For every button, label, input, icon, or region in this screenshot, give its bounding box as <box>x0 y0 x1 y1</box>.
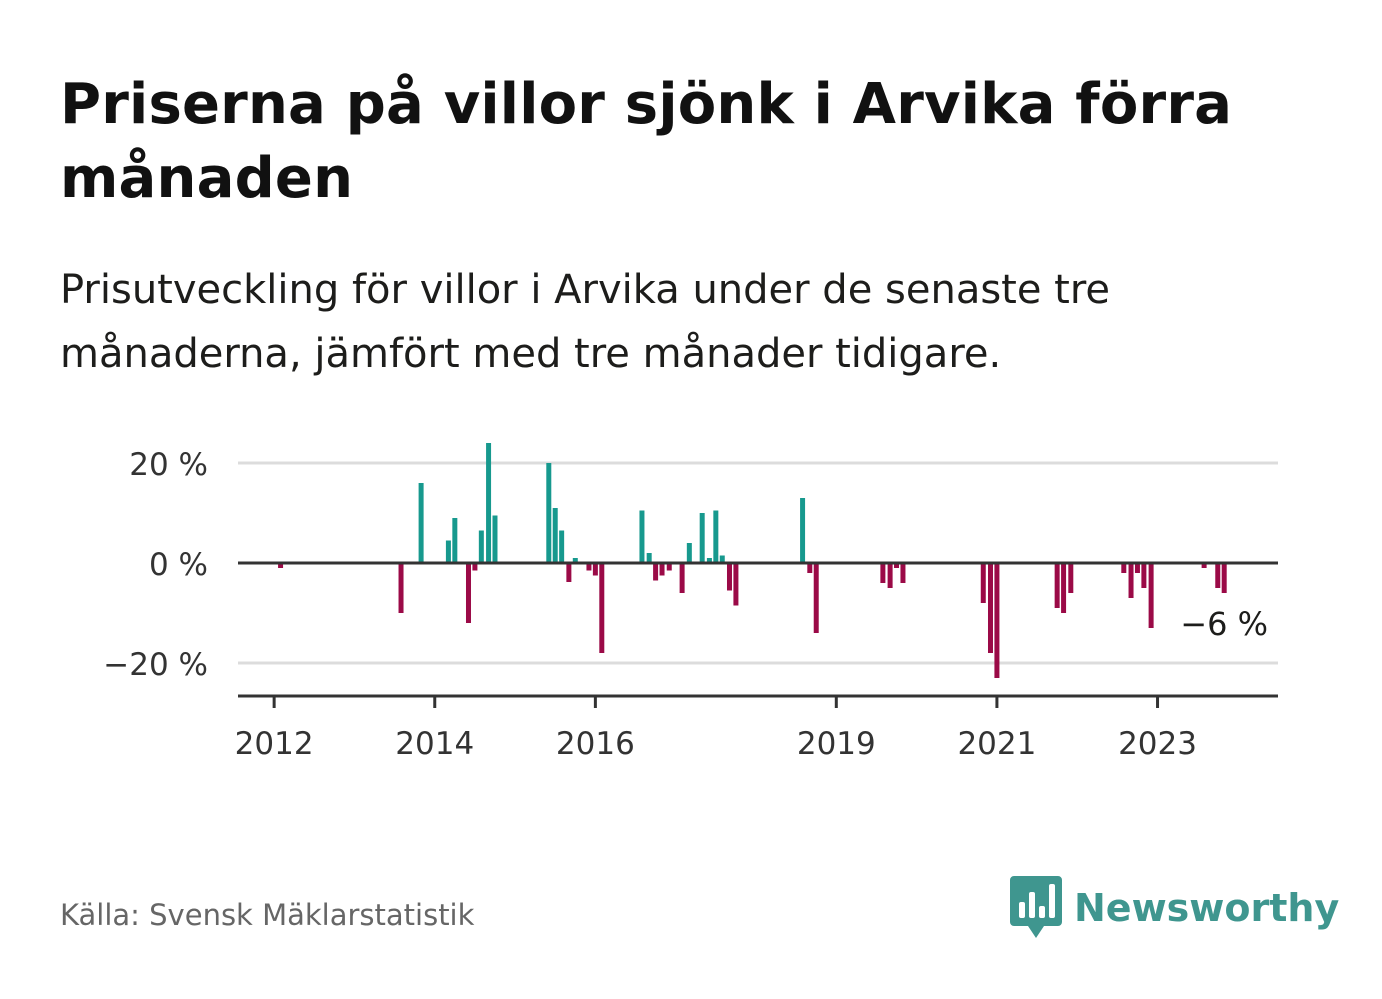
bar <box>980 563 986 603</box>
bar <box>572 558 578 563</box>
bar <box>880 563 886 583</box>
bar <box>994 563 1000 678</box>
bar <box>559 530 565 563</box>
bar <box>1128 563 1134 598</box>
bar <box>445 540 451 563</box>
bar <box>599 563 605 653</box>
bar <box>418 483 424 563</box>
bar <box>887 563 893 588</box>
bar <box>586 563 592 571</box>
bar <box>398 563 404 613</box>
bar <box>699 513 705 563</box>
x-tick-label: 2014 <box>395 726 474 762</box>
bar <box>486 443 492 563</box>
bar <box>659 563 665 576</box>
bar <box>1201 563 1207 568</box>
bar <box>646 553 652 563</box>
bar <box>686 543 692 563</box>
newsworthy-logo: Newsworthy <box>1010 876 1339 940</box>
y-tick-label: 0 % <box>149 547 208 583</box>
x-tick-label: 2021 <box>957 726 1036 762</box>
bar <box>566 563 572 582</box>
bar <box>1134 563 1140 573</box>
bar <box>719 555 725 563</box>
bar <box>679 563 685 593</box>
bar <box>666 563 672 571</box>
bar <box>1141 563 1147 588</box>
bar <box>592 563 598 576</box>
axes <box>238 561 1278 708</box>
gridlines <box>238 461 1278 665</box>
bar <box>894 563 900 568</box>
bar <box>987 563 993 653</box>
y-tick-label: −20 % <box>103 647 208 683</box>
x-tick-label: 2016 <box>556 726 635 762</box>
bar <box>706 558 712 563</box>
last-value-label: −6 % <box>1180 605 1268 643</box>
bar <box>465 563 471 623</box>
x-tick-label: 2012 <box>235 726 314 762</box>
source-note: Källa: Svensk Mäklarstatistik <box>60 898 475 932</box>
bar <box>1121 563 1127 573</box>
page-title: Priserna på villor sjönk i Arvika förra … <box>60 72 1233 211</box>
bar <box>639 510 645 563</box>
bar <box>478 530 484 563</box>
bar <box>713 510 719 563</box>
x-tick-label: 2023 <box>1118 726 1197 762</box>
bar <box>552 508 558 563</box>
bar <box>1068 563 1074 593</box>
bar <box>1215 563 1221 588</box>
chart-labels: 20 % 0 % −20 % 2012 2014 2016 2019 2021 2023 −6 % <box>103 447 1268 762</box>
bar-series <box>278 443 1227 678</box>
bar <box>813 563 819 633</box>
chart-subtitle: Prisutveckling för villor i Arvika under… <box>60 267 1111 377</box>
bar <box>546 463 552 563</box>
bar-chart-logo-icon <box>1010 876 1062 938</box>
bar <box>733 563 739 606</box>
bar <box>807 563 813 573</box>
bar <box>1054 563 1060 608</box>
bar <box>492 515 498 563</box>
bar <box>1061 563 1067 613</box>
bar <box>800 498 806 563</box>
bar <box>1221 563 1227 593</box>
bar <box>1148 563 1154 628</box>
bar <box>653 563 659 581</box>
x-tick-label: 2019 <box>797 726 876 762</box>
y-tick-label: 20 % <box>129 447 208 483</box>
bar <box>726 563 732 591</box>
bar <box>278 563 284 568</box>
bar <box>472 563 478 571</box>
bar <box>452 518 458 563</box>
brand-name: Newsworthy <box>1074 886 1340 930</box>
bar <box>900 563 906 583</box>
